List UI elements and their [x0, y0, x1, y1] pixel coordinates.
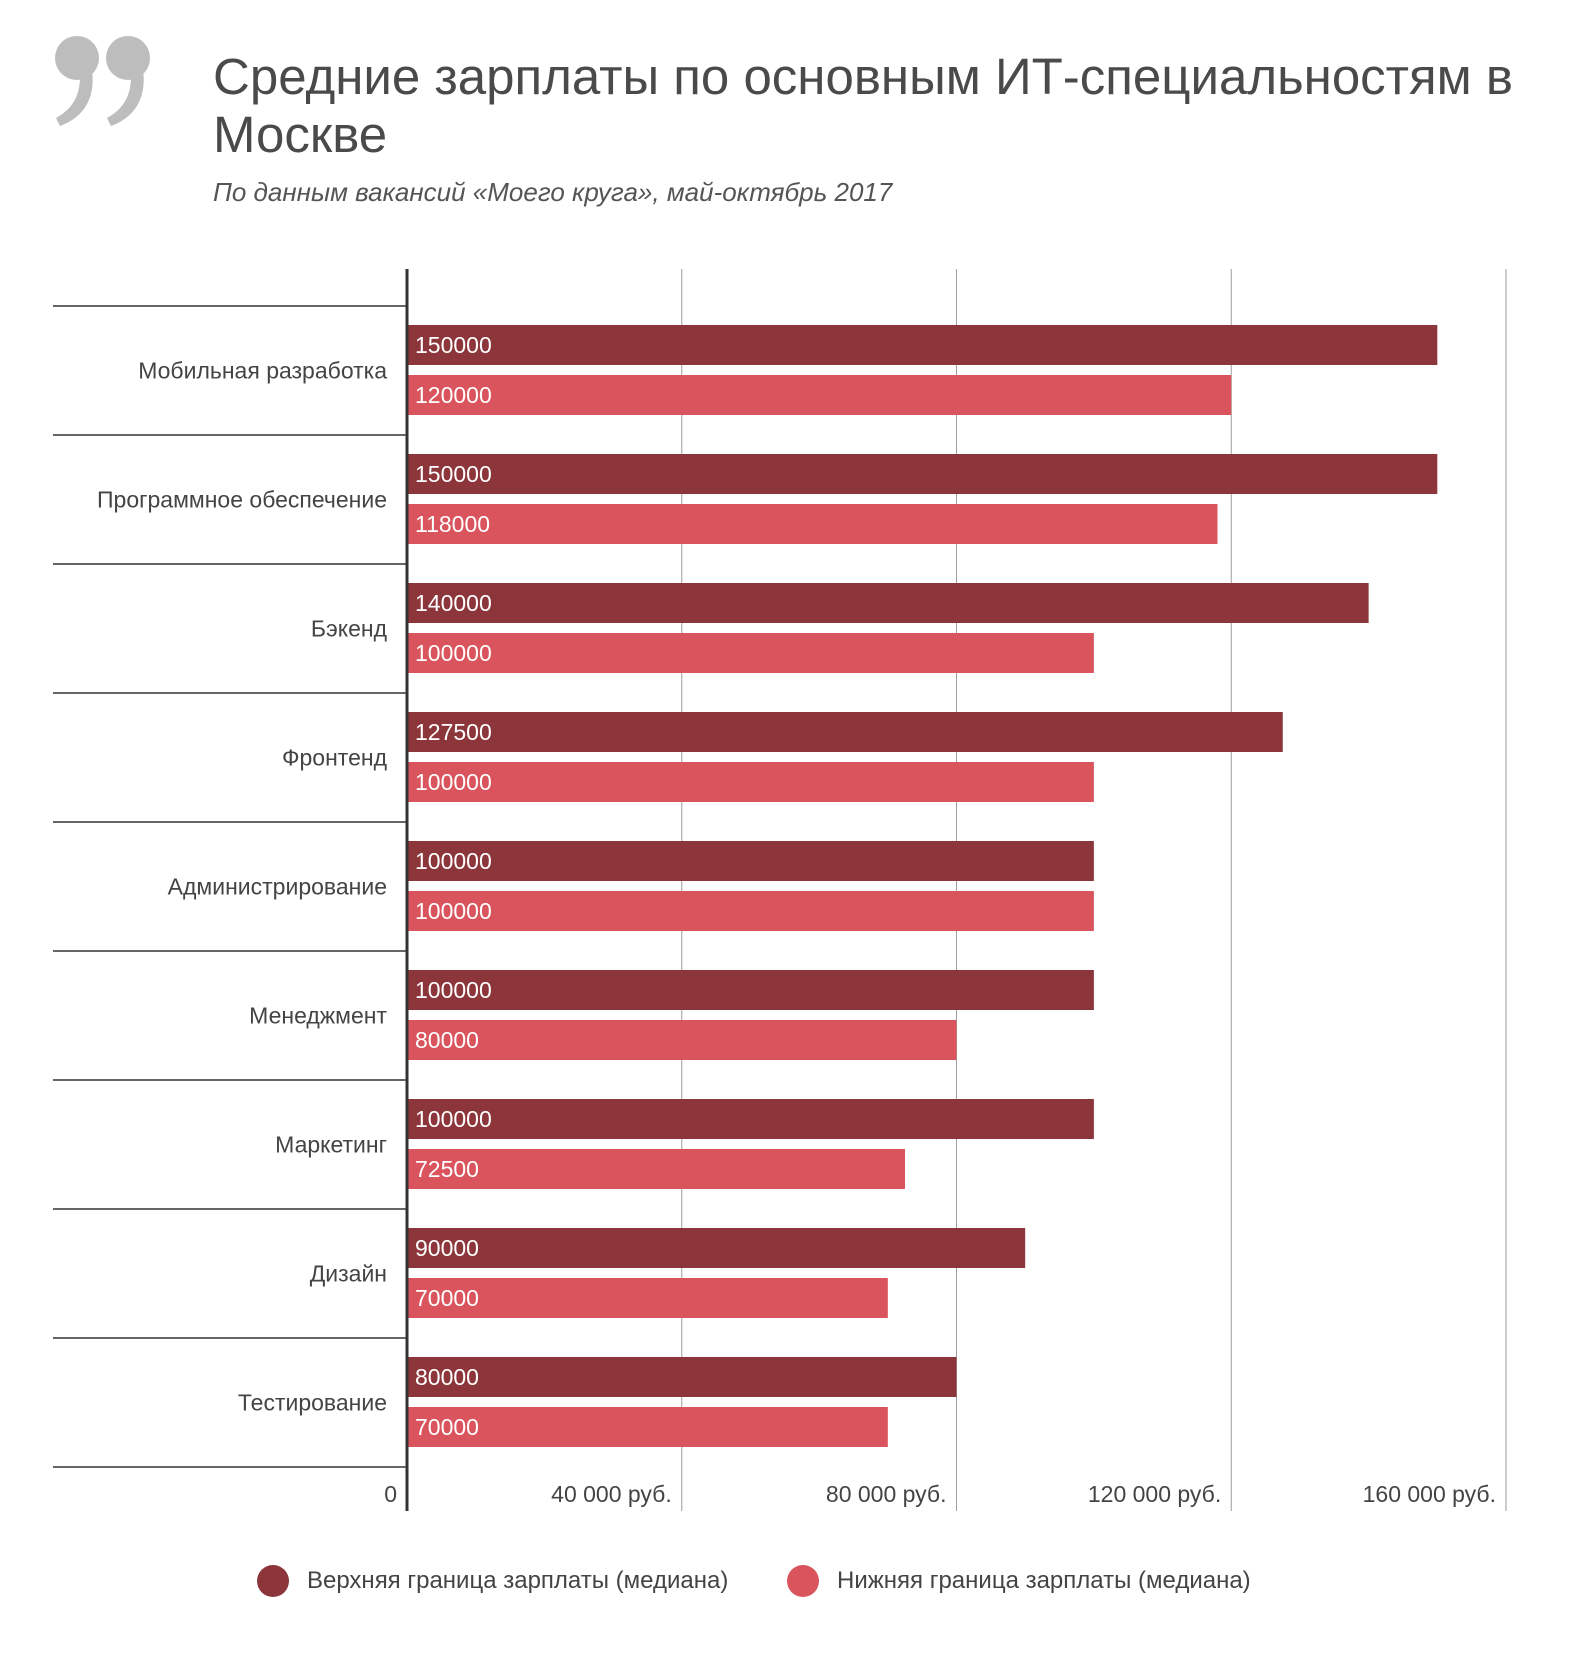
bar-value-label: 100000: [415, 1106, 492, 1132]
legend-swatch-lower: [787, 1565, 819, 1597]
bar: [407, 1357, 957, 1397]
category-label: Дизайн: [310, 1261, 387, 1287]
x-tick-label: 120 000 руб.: [1088, 1481, 1221, 1507]
bar: [407, 504, 1218, 544]
bar: [407, 633, 1094, 673]
bar-value-label: 100000: [415, 977, 492, 1003]
bar-value-label: 100000: [415, 848, 492, 874]
bar: [407, 970, 1094, 1010]
category-label: Тестирование: [238, 1390, 387, 1416]
bar: [407, 1149, 905, 1189]
chart-subtitle: По данным вакансий «Моего круга», май-ок…: [213, 177, 893, 207]
bar: [407, 1407, 888, 1447]
chart-title: Средние зарплаты по основным ИТ-специаль…: [213, 48, 1513, 163]
bar: [407, 454, 1438, 494]
bar: [407, 762, 1094, 802]
x-tick-label: 0: [384, 1481, 397, 1507]
x-tick-label: 80 000 руб.: [826, 1481, 947, 1507]
bar-value-label: 72500: [415, 1156, 479, 1182]
bar-value-label: 90000: [415, 1235, 479, 1261]
bar: [407, 1020, 957, 1060]
legend-label-lower: Нижняя граница зарплаты (медиана): [837, 1567, 1251, 1594]
bar-value-label: 70000: [415, 1285, 479, 1311]
legend-label-upper: Верхняя граница зарплаты (медиана): [307, 1567, 729, 1594]
bar-value-label: 70000: [415, 1414, 479, 1440]
bar-value-label: 80000: [415, 1027, 479, 1053]
category-label: Программное обеспечение: [97, 487, 387, 513]
bar-value-label: 100000: [415, 640, 492, 666]
bar: [407, 891, 1094, 931]
category-label: Маркетинг: [275, 1132, 387, 1158]
legend-item-lower: Нижняя граница зарплаты (медиана): [787, 1565, 1251, 1597]
bar-value-label: 140000: [415, 590, 492, 616]
bar-value-label: 100000: [415, 769, 492, 795]
bar: [407, 1099, 1094, 1139]
bar: [407, 325, 1438, 365]
bar-value-label: 127500: [415, 719, 492, 745]
category-label: Фронтенд: [282, 745, 388, 771]
bar-value-label: 150000: [415, 461, 492, 487]
bar: [407, 712, 1283, 752]
bar: [407, 1228, 1026, 1268]
legend-swatch-upper: [257, 1565, 289, 1597]
bar: [407, 841, 1094, 881]
x-tick-label: 160 000 руб.: [1363, 1481, 1496, 1507]
quote-mark-icon: [55, 36, 150, 126]
bar-value-label: 118000: [415, 511, 490, 537]
bar-value-label: 120000: [415, 382, 492, 408]
bar-value-label: 150000: [415, 332, 492, 358]
category-label: Бэкенд: [311, 616, 388, 642]
legend: Верхняя граница зарплаты (медиана) Нижня…: [0, 1565, 1584, 1605]
bar: [407, 1278, 888, 1318]
x-tick-label: 40 000 руб.: [551, 1481, 672, 1507]
category-label: Мобильная разработка: [138, 358, 387, 384]
bar: [407, 375, 1232, 415]
bar-value-label: 100000: [415, 898, 492, 924]
bar: [407, 583, 1369, 623]
bar-value-label: 80000: [415, 1364, 479, 1390]
category-label: Менеджмент: [249, 1003, 387, 1029]
legend-item-upper: Верхняя граница зарплаты (медиана): [257, 1565, 728, 1597]
category-label: Администрирование: [168, 874, 387, 900]
